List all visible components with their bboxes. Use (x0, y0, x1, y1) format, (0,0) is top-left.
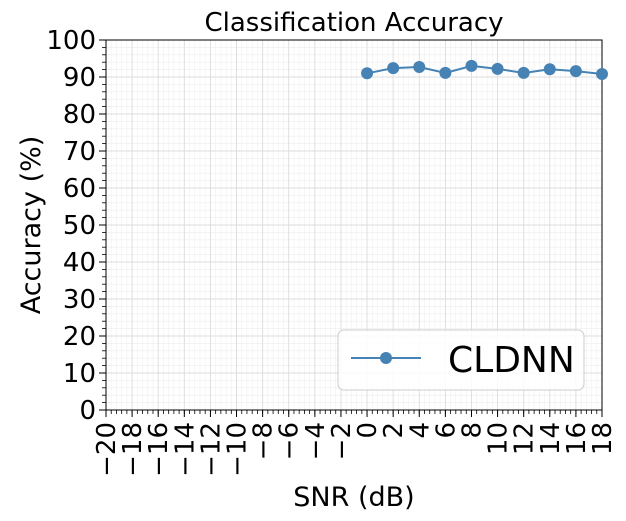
legend-label: CLDNN (448, 340, 575, 381)
y-tick-label: 0 (79, 396, 96, 426)
x-tick-label: 6 (431, 422, 461, 439)
y-axis-label: Accuracy (%) (16, 136, 47, 315)
legend-marker-sample (380, 352, 392, 364)
x-tick-label: 16 (562, 422, 592, 455)
x-tick-label: −10 (223, 422, 253, 477)
y-tick-label: 30 (63, 285, 96, 315)
y-tick-label: 10 (63, 359, 96, 389)
y-tick-label: 20 (63, 322, 96, 352)
x-tick-label: 2 (379, 422, 409, 439)
x-tick-label: −6 (275, 422, 305, 460)
series-line (366, 64, 603, 76)
x-tick-label: −2 (327, 422, 357, 460)
x-tick-label: 8 (457, 422, 487, 439)
data-point (569, 65, 582, 78)
y-tick-label: 40 (63, 248, 96, 278)
x-tick-label: 14 (536, 422, 566, 455)
legend: CLDNN (337, 329, 585, 391)
data-point (387, 62, 400, 75)
chart-title: Classification Accuracy (205, 8, 504, 38)
axis-ticks: 0102030405060708090100−20−18−16−14−12−10… (46, 26, 618, 477)
data-point (517, 66, 530, 79)
x-tick-label: 18 (588, 422, 618, 455)
x-tick-label: 10 (484, 422, 514, 455)
data-point (465, 59, 478, 72)
x-tick-label: 4 (405, 422, 435, 439)
x-tick-label: −8 (249, 422, 279, 460)
data-point (413, 61, 426, 74)
data-point (543, 63, 556, 76)
x-tick-label: −20 (92, 422, 122, 477)
x-tick-label: −16 (144, 422, 174, 477)
x-tick-label: −14 (170, 422, 200, 477)
legend-box (337, 329, 585, 391)
series-layer (361, 59, 608, 81)
y-tick-label: 100 (46, 26, 96, 56)
y-tick-label: 80 (63, 100, 96, 130)
x-tick-label: 12 (510, 422, 540, 455)
y-tick-label: 50 (63, 211, 96, 241)
data-point (491, 62, 504, 75)
data-point (439, 66, 452, 79)
y-tick-label: 70 (63, 137, 96, 167)
x-tick-label: −18 (118, 422, 148, 477)
data-point (361, 67, 374, 80)
y-tick-label: 90 (63, 63, 96, 93)
y-tick-label: 60 (63, 174, 96, 204)
x-axis-label: SNR (dB) (293, 482, 414, 513)
x-tick-label: −12 (196, 422, 226, 477)
x-tick-label: −4 (301, 422, 331, 460)
data-point (596, 68, 608, 81)
x-tick-label: 0 (353, 422, 383, 439)
